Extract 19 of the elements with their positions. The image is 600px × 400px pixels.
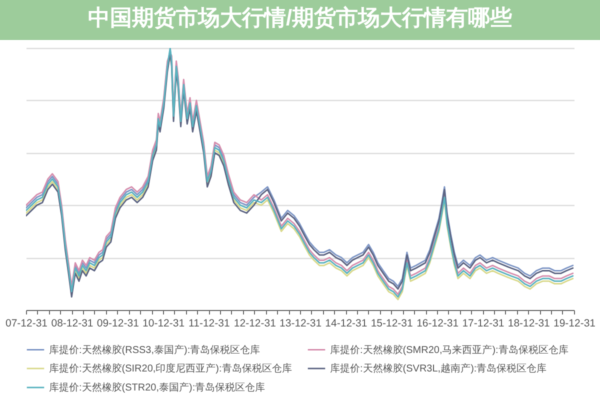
- legend-label: 库提价:天然橡胶(STR20,泰国产):青岛保税区仓库: [49, 382, 266, 394]
- x-tick-label: 14-12-31: [325, 318, 368, 330]
- legend-label: 库提价:天然橡胶(SIR20,印度尼西亚产):青岛保税区仓库: [49, 362, 292, 374]
- x-tick-label: 12-12-31: [234, 318, 276, 330]
- legend-label: 库提价:天然橡胶(SMR20,马来西亚产):青岛保税区仓库: [330, 344, 568, 356]
- legend-label: 库提价:天然橡胶(RSS3,泰国产):青岛保税区仓库: [49, 344, 260, 356]
- x-tick-label: 15-12-31: [370, 318, 414, 330]
- x-tick-label: 07-12-31: [5, 318, 48, 330]
- x-tick-label: 19-12-31: [553, 318, 596, 330]
- x-tick-label: 09-12-31: [96, 318, 140, 330]
- x-tick-label: 13-12-31: [280, 318, 322, 330]
- x-tick-label: 16-12-31: [416, 318, 459, 330]
- x-tick-label: 10-12-31: [142, 318, 185, 330]
- legend-label: 库提价:天然橡胶(SVR3L,越南产):青岛保税区仓库: [330, 362, 547, 374]
- x-tick-label: 17-12-31: [462, 318, 504, 330]
- x-tick-label: 18-12-31: [508, 318, 550, 330]
- x-tick-label: 11-12-31: [188, 318, 230, 330]
- chart-title: 中国期货市场大行情/期货市场大行情有哪些: [88, 5, 512, 30]
- x-tick-label: 08-12-31: [51, 318, 94, 330]
